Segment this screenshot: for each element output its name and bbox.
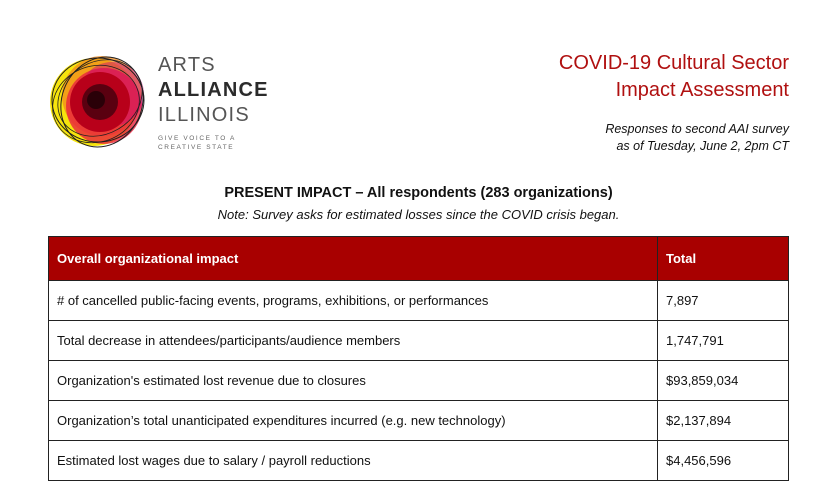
logo-word-illinois: ILLINOIS [158,104,250,126]
section-heading: PRESENT IMPACT – All respondents (283 or… [224,185,613,201]
logo-tagline-2: CREATIVE STATE [158,144,235,151]
report-title: COVID-19 Cultural Sector Impact Assessme… [559,50,789,104]
row-total: $4,456,596 [657,440,789,481]
row-total: 7,897 [657,280,789,321]
row-label: Organization's estimated lost revenue du… [48,360,658,401]
table-row: Total decrease in attendees/participants… [48,320,789,361]
section-note: Note: Survey asks for estimated losses s… [217,207,620,222]
report-subtitle-line-2: as of Tuesday, June 2, 2pm CT [616,139,789,153]
row-label: Organization’s total unanticipated expen… [48,400,658,441]
row-total: $93,859,034 [657,360,789,401]
arts-alliance-logo-icon [50,56,145,148]
row-label: # of cancelled public-facing events, pro… [48,280,658,321]
row-total: $2,137,894 [657,400,789,441]
row-total: 1,747,791 [657,320,789,361]
row-label: Estimated lost wages due to salary / pay… [48,440,658,481]
logo-word-alliance: ALLIANCE [158,79,269,101]
report-subtitle-line-1: Responses to second AAI survey [605,122,789,136]
table-row: Organization's estimated lost revenue du… [48,360,789,401]
column-header-total: Total [657,236,789,281]
logo-tagline-1: GIVE VOICE TO A [158,135,236,142]
row-label: Total decrease in attendees/participants… [48,320,658,361]
logo-word-arts: ARTS [158,54,216,76]
report-title-line-1: COVID-19 Cultural Sector [558,52,789,74]
table-row: Estimated lost wages due to salary / pay… [48,440,789,481]
table-row: Organization’s total unanticipated expen… [48,400,789,441]
table-header-row: Overall organizational impact Total [48,236,789,281]
table-row: # of cancelled public-facing events, pro… [48,280,789,321]
logo-wordmark: ARTS ALLIANCE ILLINOIS GIVE VOICE TO A C… [158,53,269,152]
report-title-line-2: Impact Assessment [615,79,789,101]
report-subtitle: Responses to second AAI survey as of Tue… [605,121,789,155]
impact-table: Overall organizational impact Total # of… [48,236,789,481]
column-header-impact: Overall organizational impact [48,236,658,281]
